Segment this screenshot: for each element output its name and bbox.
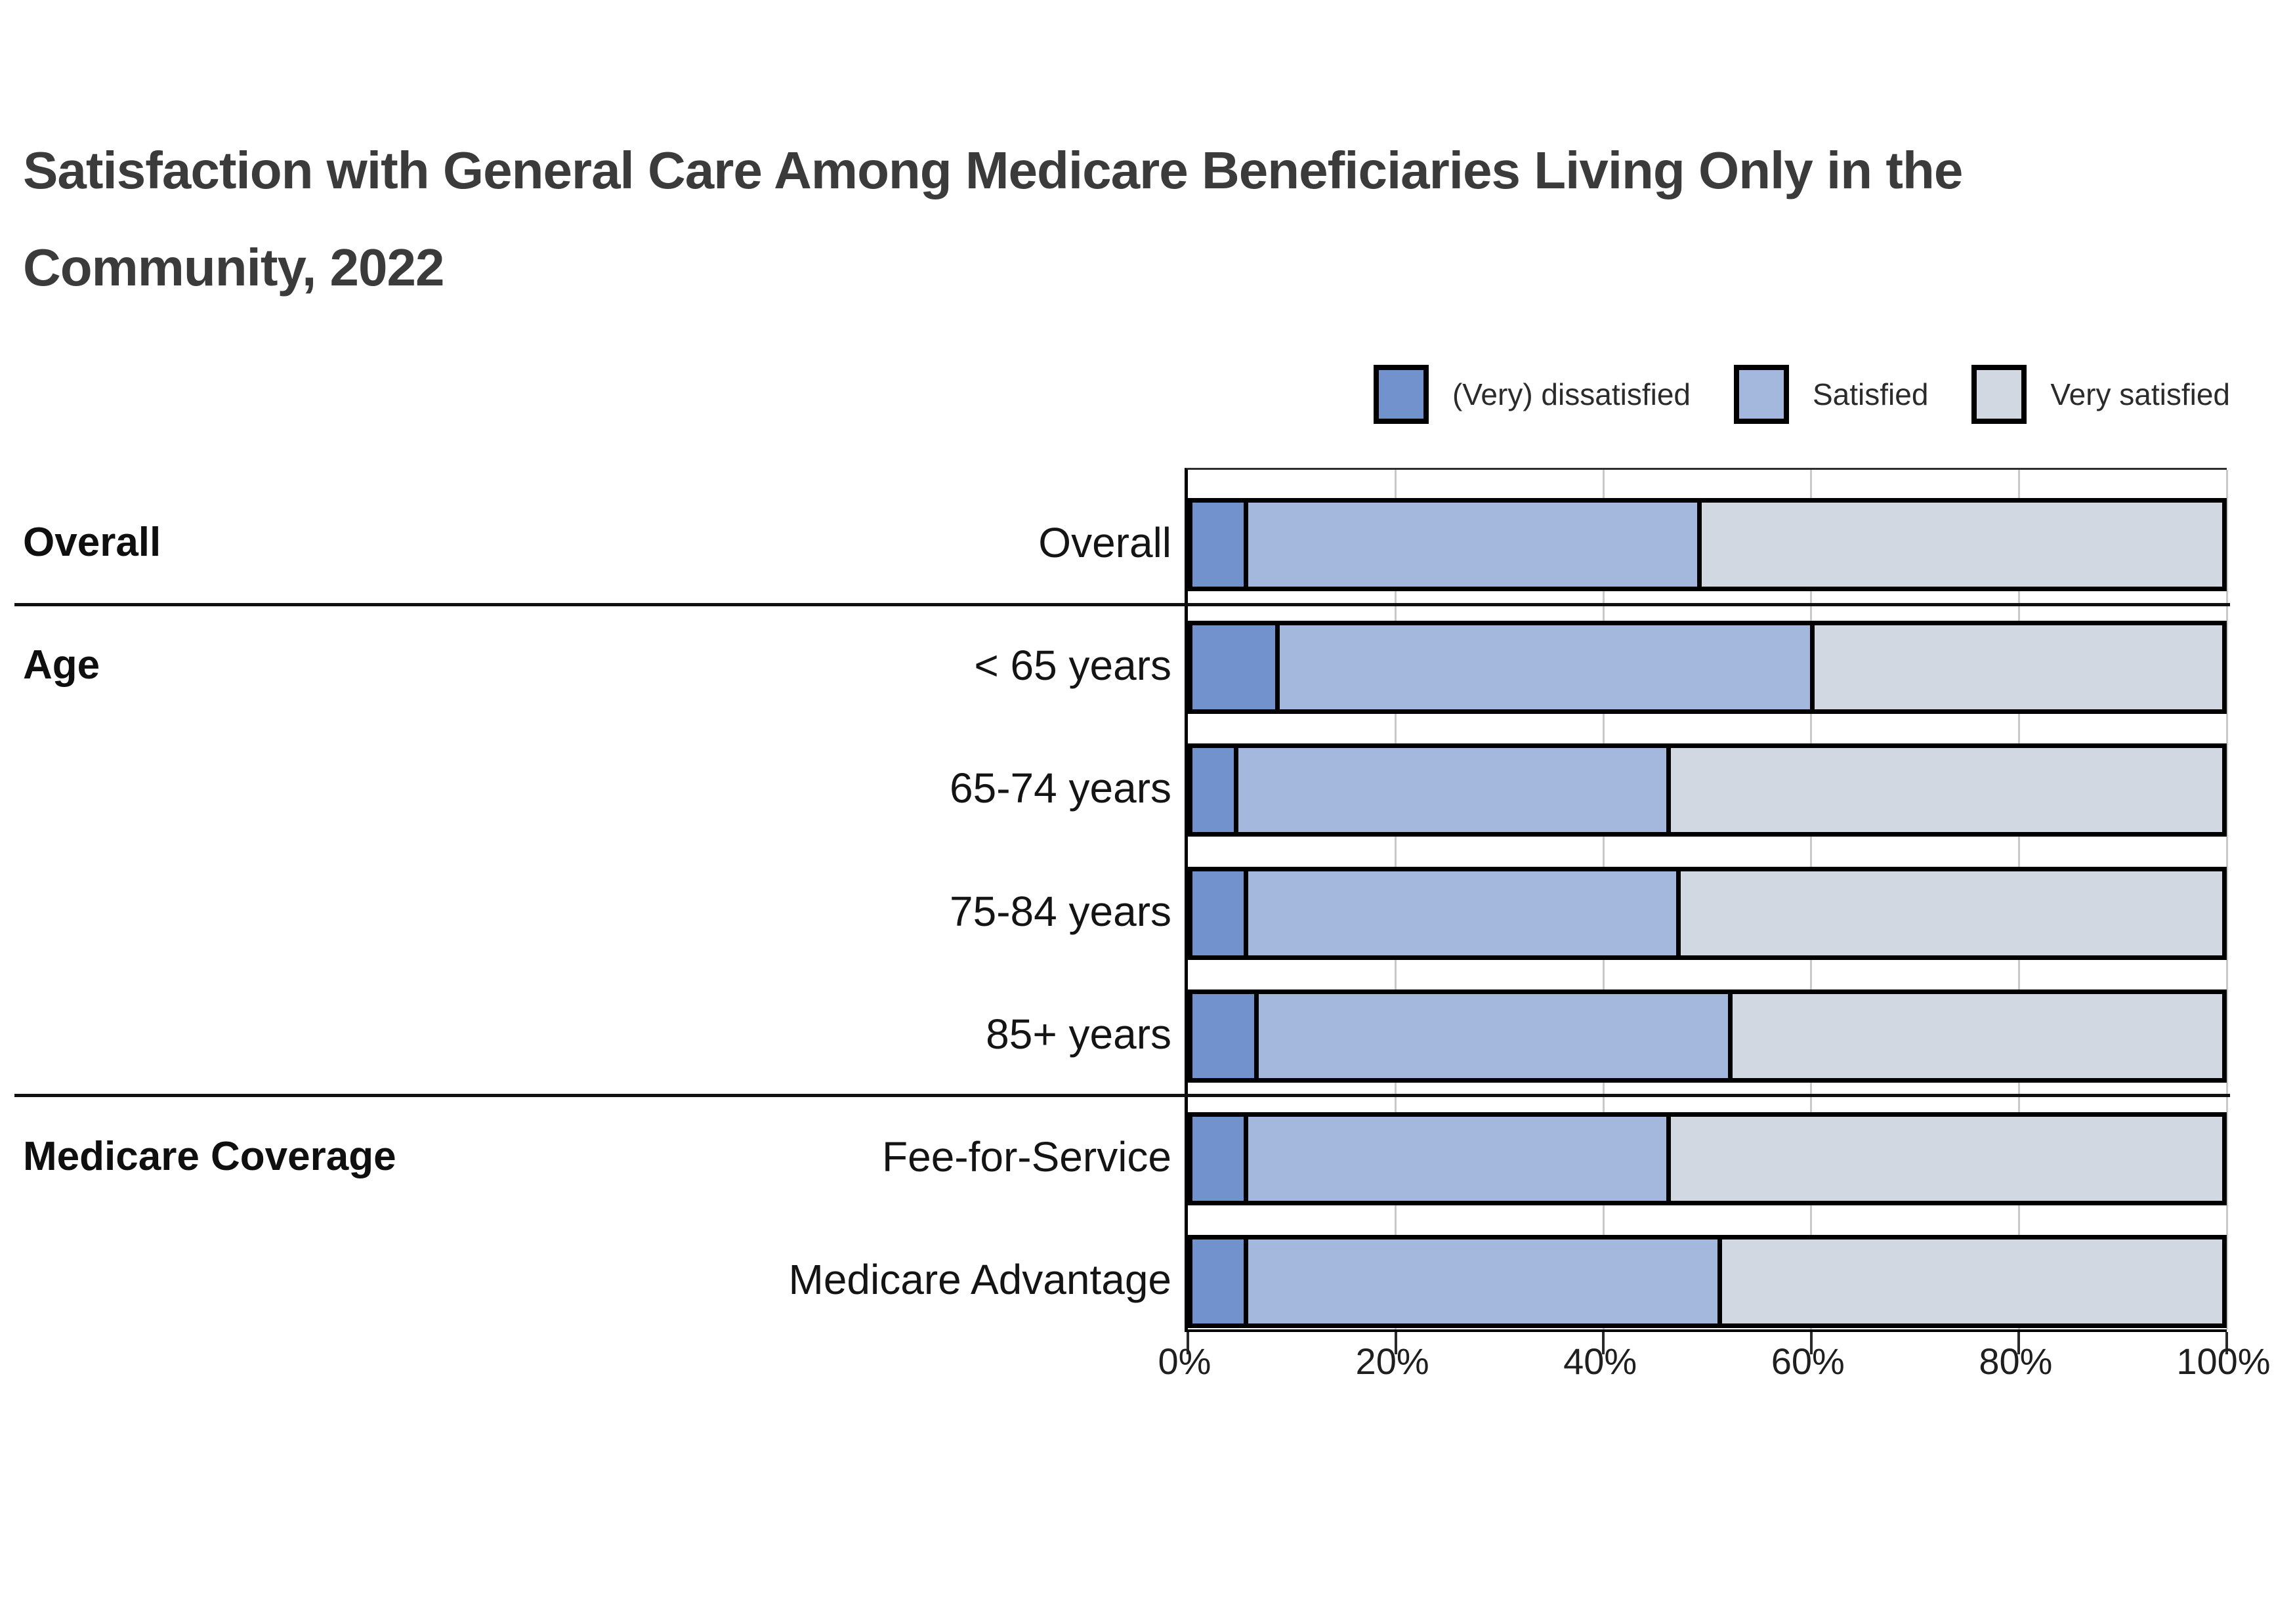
bar-segment: [1244, 1239, 1718, 1324]
x-axis-tick-label: 80%: [1979, 1341, 2053, 1382]
bar-segment: [1727, 993, 2222, 1078]
row-label: 85+ years: [986, 1010, 1171, 1058]
row-label: 75-84 years: [950, 887, 1171, 935]
row-label: Medicare Advantage: [788, 1256, 1172, 1304]
legend-label: (Very) dissatisfied: [1452, 377, 1691, 411]
plot-area: [1185, 468, 2228, 1354]
chart-title-line1: Satisfaction with General Care Among Med…: [23, 141, 1963, 199]
chart-title-line2: Community, 2022: [23, 238, 444, 297]
legend-swatch-icon: [1733, 365, 1789, 424]
bar-segment: [1254, 993, 1728, 1078]
legend-label: Satisfied: [1812, 377, 1929, 411]
bar-segment: [1274, 625, 1811, 710]
legend-swatch-icon: [1373, 365, 1429, 424]
bar-medicare-advantage: [1188, 1235, 2227, 1329]
bar-segment: [1192, 625, 1275, 710]
axis-tick-20: [1394, 1332, 1397, 1354]
bar-segment: [1244, 871, 1677, 955]
bar-segment: [1810, 625, 2222, 710]
bar-segment: [1192, 1239, 1244, 1324]
bar-85-years: [1188, 989, 2227, 1083]
bar-overall: [1188, 498, 2227, 591]
bar-segment: [1192, 748, 1234, 833]
bar--65-years: [1188, 621, 2227, 715]
bar-segment: [1696, 503, 2222, 587]
section-separator: [14, 602, 2230, 606]
bar-segment: [1192, 993, 1255, 1078]
bar-segment: [1192, 503, 1244, 587]
x-axis-tick-label: 100%: [2176, 1341, 2271, 1382]
axis-tick-60: [1809, 1332, 1813, 1354]
group-label: Age: [23, 642, 100, 688]
gridline-100: [2225, 470, 2228, 1329]
group-label: Medicare Coverage: [23, 1134, 396, 1179]
chart-title: Satisfaction with General Care Among Med…: [23, 122, 2241, 316]
row-label: 65-74 years: [950, 764, 1171, 812]
row-label: Fee-for-Service: [882, 1133, 1171, 1180]
group-label: Overall: [23, 520, 161, 565]
bar-segment: [1233, 748, 1666, 833]
axis-tick-40: [1602, 1332, 1605, 1354]
x-axis-tick-label: 0%: [1158, 1341, 1211, 1382]
bar-segment: [1717, 1239, 2222, 1324]
bar-segment: [1244, 503, 1697, 587]
legend-label: Very satisfied: [2050, 377, 2230, 411]
row-label: Overall: [1038, 519, 1171, 566]
bar-segment: [1666, 748, 2222, 833]
legend-item-2: Satisfied: [1733, 365, 1929, 424]
x-axis-tick-label: 20%: [1355, 1341, 1429, 1382]
bar-75-84-years: [1188, 866, 2227, 960]
legend: (Very) dissatisfied Satisfied Very satisfi…: [1373, 365, 2230, 424]
bar-segment: [1676, 871, 2222, 955]
x-axis-tick-label: 60%: [1771, 1341, 1845, 1382]
x-axis-tick-label: 40%: [1563, 1341, 1637, 1382]
section-separator: [14, 1094, 2230, 1098]
bar-fee-for-service: [1188, 1112, 2227, 1205]
bar-segment: [1192, 871, 1244, 955]
axis-tick-100: [2225, 1332, 2228, 1354]
bar-segment: [1666, 1117, 2222, 1201]
bar-segment: [1244, 1117, 1666, 1201]
bar-65-74-years: [1188, 743, 2227, 837]
axis-tick-80: [2017, 1332, 2021, 1354]
row-label: < 65 years: [974, 642, 1171, 690]
legend-item-3: Very satisfied: [1971, 365, 2230, 424]
bar-segment: [1192, 1117, 1244, 1201]
legend-item-1: (Very) dissatisfied: [1373, 365, 1691, 424]
axis-tick-0: [1187, 1332, 1189, 1354]
legend-swatch-icon: [1971, 365, 2027, 424]
